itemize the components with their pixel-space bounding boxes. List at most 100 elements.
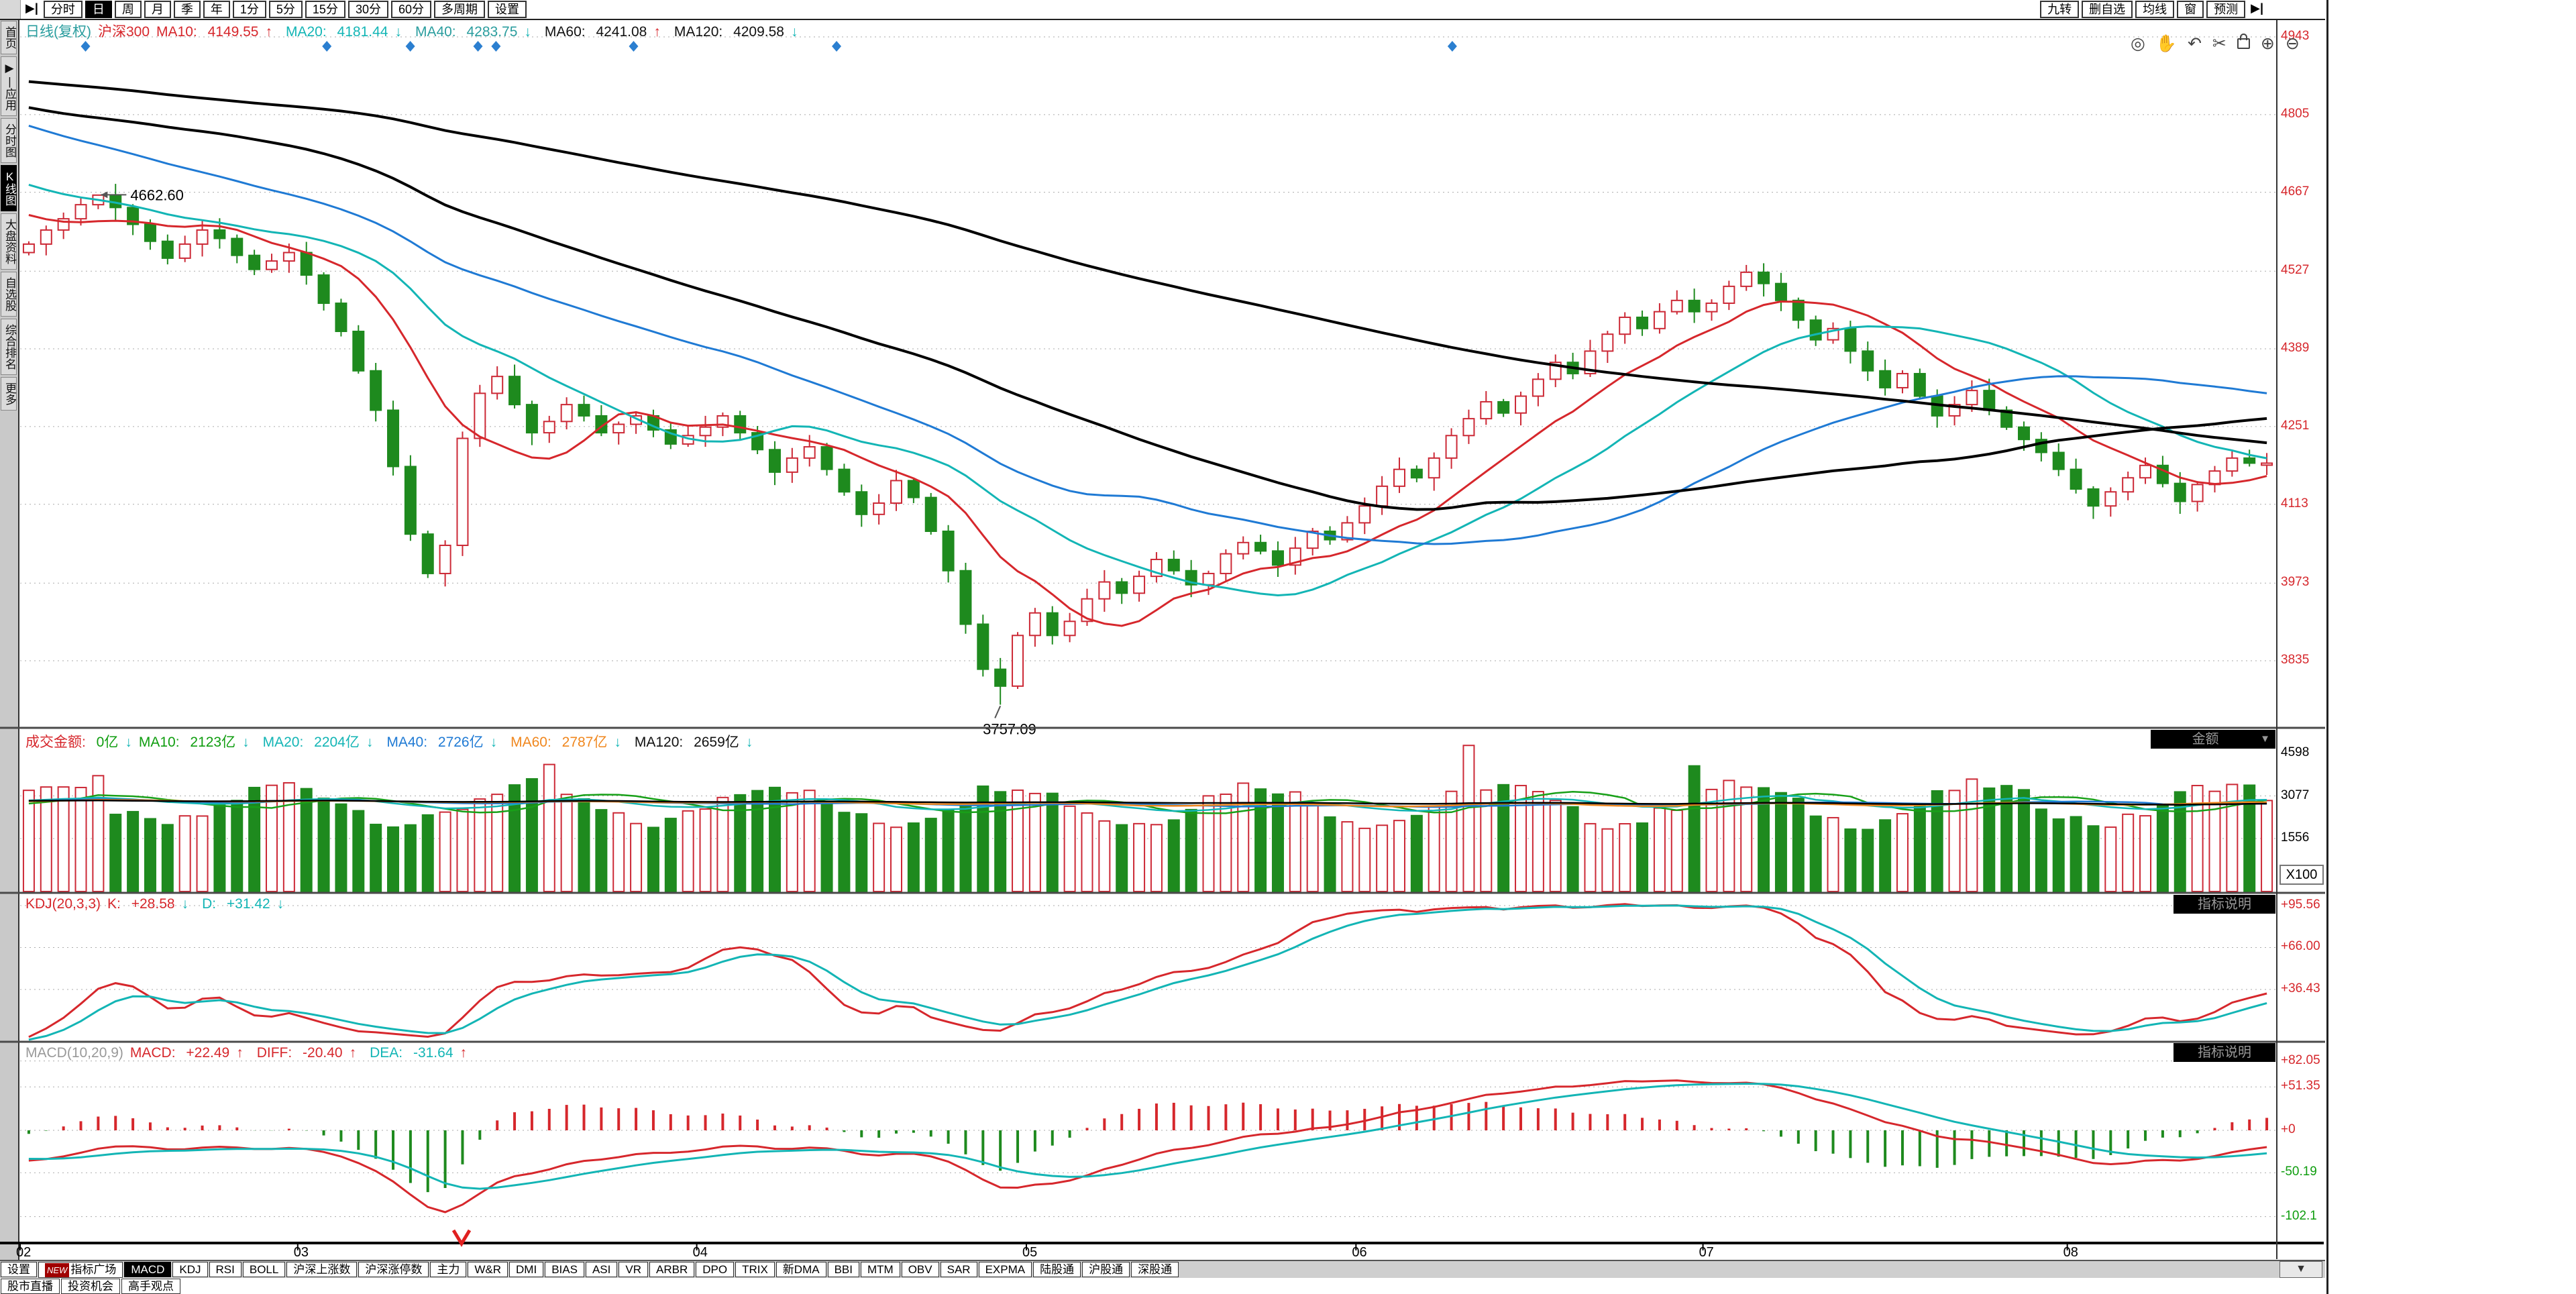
tab-ASI[interactable]: ASI — [585, 1262, 618, 1277]
high-annotation-arrow-icon — [101, 191, 108, 199]
period-button-设置[interactable]: 设置 — [488, 1, 527, 18]
tab-KDJ[interactable]: KDJ — [172, 1262, 208, 1277]
period-button-分时[interactable]: 分时 — [43, 1, 83, 18]
period-button-月[interactable]: 月 — [144, 1, 171, 18]
period-button-周[interactable]: 周 — [114, 1, 142, 18]
volume-bar — [456, 808, 469, 892]
tab-SAR[interactable]: SAR — [940, 1262, 977, 1277]
candle-body — [1237, 541, 1250, 555]
tab-settings[interactable]: 设置 — [1, 1262, 37, 1277]
ma-arrow-icon: ↓ — [524, 24, 531, 40]
period-button-30分[interactable]: 30分 — [347, 1, 388, 18]
tab-MTM[interactable]: MTM — [860, 1262, 900, 1277]
period-button-15分[interactable]: 15分 — [305, 1, 345, 18]
sidebar-item-分时图[interactable]: 分时图 — [1, 118, 17, 163]
volume-bar — [352, 810, 365, 892]
zoom-out-icon[interactable]: ⊖ — [2285, 34, 2300, 54]
volume-bar — [682, 810, 694, 892]
macd-indicator-info-button[interactable]: 指标说明 — [2174, 1043, 2275, 1062]
zoom-in-icon[interactable]: ⊕ — [2260, 34, 2275, 54]
sidebar-item-应用[interactable]: ▶|应用 — [1, 56, 17, 116]
tab-BBI[interactable]: BBI — [827, 1262, 859, 1277]
tab-RSI[interactable]: RSI — [209, 1262, 241, 1277]
sidebar-item-自选股[interactable]: 自选股 — [1, 272, 17, 317]
volume-bar — [543, 763, 555, 892]
toolbar-button-均线[interactable]: 均线 — [2135, 1, 2175, 18]
link-投资机会[interactable]: 投资机会 — [61, 1279, 120, 1294]
tab-W&R[interactable]: W&R — [468, 1262, 508, 1277]
tab-沪深涨停数[interactable]: 沪深涨停数 — [358, 1262, 429, 1277]
tab-TRIX[interactable]: TRIX — [735, 1262, 775, 1277]
jump-forward-icon-right[interactable]: ▶| — [2248, 1, 2266, 15]
candle-body — [2226, 457, 2239, 472]
sidebar-item-K线图[interactable]: K线图 — [1, 165, 17, 211]
volume-bar — [387, 826, 400, 892]
indicator-tab-bar: 设置 NEW 指标广场 MACD KDJ RSI BOLL 沪深上涨数 沪深涨停数 主力 W&R DM… — [0, 1260, 2325, 1279]
link-高手观点[interactable]: 高手观点 — [121, 1279, 180, 1294]
tab-BIAS[interactable]: BIAS — [545, 1262, 584, 1277]
period-button-季[interactable]: 季 — [173, 1, 201, 18]
tab-EXPMA[interactable]: EXPMA — [978, 1262, 1032, 1277]
tab-VR[interactable]: VR — [619, 1262, 648, 1277]
drag-hand-icon[interactable]: ✋ — [2155, 34, 2177, 53]
month-label-05: 05 — [1022, 1245, 1038, 1260]
sidebar-item-大盘资料[interactable]: 大盘资料 — [1, 213, 17, 270]
period-button-年[interactable]: 年 — [203, 1, 230, 18]
candle-body — [213, 229, 226, 239]
volume-bar — [1480, 789, 1493, 893]
toolbar-button-删自选[interactable]: 删自选 — [2082, 1, 2133, 18]
period-button-5分[interactable]: 5分 — [268, 1, 303, 18]
candle-body — [1705, 303, 1718, 313]
kdj-indicator-info-button[interactable]: 指标说明 — [2174, 895, 2275, 914]
volume-axis-label: 1556 — [2281, 830, 2310, 845]
tab-主力[interactable]: 主力 — [430, 1262, 467, 1277]
candle-body — [2243, 457, 2256, 464]
ma-item: K: +28.58 ↓ — [107, 896, 195, 912]
period-button-60分[interactable]: 60分 — [390, 1, 432, 18]
volume-bar — [231, 800, 244, 892]
sidebar-item-综合排名[interactable]: 综合排名 — [1, 319, 17, 375]
toolbar-button-预测[interactable]: 预测 — [2206, 1, 2246, 18]
jump-forward-icon[interactable]: ▶| — [23, 1, 41, 15]
tab-indicator-plaza[interactable]: NEW 指标广场 — [38, 1262, 123, 1278]
tab-ARBR[interactable]: ARBR — [649, 1262, 695, 1277]
tab-沪深上涨数[interactable]: 沪深上涨数 — [286, 1262, 358, 1277]
tab-OBV[interactable]: OBV — [901, 1262, 939, 1277]
tab-BOLL[interactable]: BOLL — [242, 1262, 286, 1277]
volume-bar — [1758, 787, 1770, 892]
main-chart[interactable]: 4662.60 3757.09 — [0, 0, 2325, 1294]
cut-icon[interactable]: ✂ — [2212, 34, 2226, 54]
price-axis-label: 4943 — [2281, 29, 2310, 43]
candle-body — [22, 243, 35, 254]
tab-深股通[interactable]: 深股通 — [1131, 1262, 1179, 1277]
tab-DPO[interactable]: DPO — [696, 1262, 735, 1277]
tab-新DMA[interactable]: 新DMA — [775, 1262, 826, 1277]
ma-label: DEA: — [370, 1045, 407, 1061]
candle-body — [1254, 541, 1267, 552]
sidebar-item-更多[interactable]: 更多 — [1, 377, 17, 411]
period-button-1分[interactable]: 1分 — [232, 1, 266, 18]
toolbar-button-窗[interactable]: 窗 — [2177, 1, 2204, 18]
tab-陆股通[interactable]: 陆股通 — [1033, 1262, 1081, 1277]
ma-label: MA10: — [156, 24, 201, 40]
tab-DMI[interactable]: DMI — [509, 1262, 544, 1277]
period-button-日[interactable]: 日 — [85, 1, 112, 18]
volume-bar — [2226, 784, 2239, 893]
macd-axis-label: +0 — [2281, 1122, 2296, 1136]
lock-icon[interactable] — [2237, 34, 2250, 50]
volume-bar — [2174, 791, 2186, 892]
toolbar-button-九转[interactable]: 九转 — [2040, 1, 2080, 18]
link-股市直播[interactable]: 股市直播 — [1, 1279, 60, 1294]
undo-icon[interactable]: ↶ — [2187, 34, 2202, 54]
tab-沪股通[interactable]: 沪股通 — [1082, 1262, 1130, 1277]
tabbar-more-button[interactable]: ▼ — [2279, 1261, 2322, 1278]
volume-bar — [924, 818, 937, 892]
candle-body — [1636, 317, 1649, 329]
sidebar-item-home[interactable]: 首页 — [1, 21, 17, 54]
tab-MACD[interactable]: MACD — [124, 1262, 172, 1277]
crosshair-icon[interactable]: ◎ — [2131, 34, 2145, 54]
volume-type-dropdown[interactable]: 金额 ▼ — [2151, 730, 2275, 749]
candle-body — [525, 404, 538, 434]
candle-body — [300, 252, 313, 276]
period-button-多周期[interactable]: 多周期 — [434, 1, 486, 18]
